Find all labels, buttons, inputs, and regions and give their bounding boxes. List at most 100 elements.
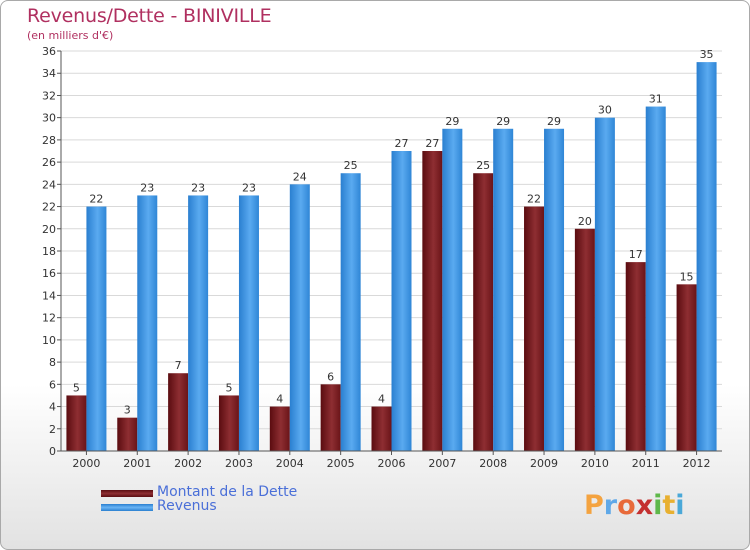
debt-bar [625,262,646,451]
revenue-bar [493,128,514,451]
y-tick-label: 12 [42,312,56,325]
data-label: 29 [547,115,561,128]
debt-bar [676,284,697,451]
y-tick-label: 6 [49,378,56,391]
data-label: 22 [527,193,541,206]
debt-bar [218,395,239,451]
revenue-bar [86,206,107,451]
revenue-bar [238,195,259,451]
y-tick-label: 36 [42,45,56,58]
x-tick-label: 2011 [632,457,660,470]
data-label: 3 [124,404,131,417]
chart-subtitle: (en milliers d'€) [27,29,114,42]
revenue-bar [391,151,412,451]
data-label: 25 [344,159,358,172]
data-label: 6 [327,370,334,383]
y-tick-label: 26 [42,156,56,169]
y-tick-label: 28 [42,134,56,147]
y-tick-label: 34 [42,67,56,80]
y-tick-label: 4 [49,401,56,414]
x-tick-label: 2007 [428,457,456,470]
revenue-bar [696,62,717,451]
bars: 5 22 3 23 7 23 5 23 4 24 6 25 4 27 27 29 25 29 22 29 20 30 17 3… [66,48,717,452]
data-label: 20 [578,215,592,228]
debt-bar [117,417,138,451]
logo-letter: r [603,490,618,521]
y-tick-label: 16 [42,267,56,280]
y-tick-label: 24 [42,178,56,191]
legend-swatch-revenue [101,504,153,511]
y-tick-label: 18 [42,245,56,258]
data-label: 29 [445,115,459,128]
revenue-bar [594,117,615,452]
data-label: 27 [425,137,439,150]
logo-letter: x [635,490,654,521]
revenue-bar [544,128,565,451]
revenue-bar [442,128,463,451]
x-tick-label: 2010 [581,457,609,470]
data-label: 17 [629,248,643,261]
logo-letter: t [662,490,676,521]
x-tick-label: 2005 [327,457,355,470]
data-label: 29 [496,115,510,128]
y-tick-label: 22 [42,201,56,214]
data-label: 30 [598,104,612,117]
legend-label-revenue: Revenus [157,498,217,514]
debt-bar [269,406,290,451]
debt-bar [524,206,545,451]
debt-bar [66,395,87,451]
data-label: 35 [700,48,714,61]
x-tick-label: 2009 [530,457,558,470]
data-label: 23 [140,181,154,194]
y-tick-label: 0 [49,445,56,458]
data-label: 23 [242,181,256,194]
revenue-bar [340,173,361,451]
revenue-bar [645,106,666,452]
data-label: 22 [89,193,103,206]
revenue-bar [289,184,310,452]
debt-bar [574,228,595,451]
x-tick-label: 2012 [683,457,711,470]
chart-title: Revenus/Dette - BINIVILLE [27,5,272,27]
revenue-bar [137,195,158,451]
legend-label-debt: Montant de la Dette [157,484,298,500]
x-tick-label: 2001 [123,457,151,470]
x-tick-label: 2006 [378,457,406,470]
debt-bar [168,373,189,451]
logo-letter: i [653,490,663,521]
debt-bar [473,173,494,451]
logo-letter: i [675,490,685,521]
proxiti-logo: Proxiti [584,490,685,521]
data-label: 5 [225,381,232,394]
x-tick-label: 2008 [479,457,507,470]
debt-bar [422,151,443,451]
data-label: 23 [191,181,205,194]
logo-letter: o [617,490,636,521]
data-label: 15 [680,270,694,283]
x-tick-label: 2004 [276,457,304,470]
x-tick-label: 2000 [72,457,100,470]
legend-swatch-debt [101,490,153,497]
y-tick-label: 14 [42,289,56,302]
data-label: 7 [175,359,182,372]
y-tick-label: 8 [49,356,56,369]
data-label: 31 [649,93,663,106]
logo-letter: P [584,490,604,521]
data-label: 4 [378,393,385,406]
y-tick-label: 20 [42,223,56,236]
y-tick-label: 10 [42,334,56,347]
revenue-bar [188,195,209,451]
data-label: 24 [293,170,307,183]
data-label: 25 [476,159,490,172]
data-label: 27 [395,137,409,150]
debt-bar [320,384,341,451]
y-tick-label: 30 [42,112,56,125]
x-tick-label: 2002 [174,457,202,470]
y-tick-label: 32 [42,89,56,102]
y-tick-label: 2 [49,423,56,436]
data-label: 4 [276,393,283,406]
debt-bar [371,406,392,451]
